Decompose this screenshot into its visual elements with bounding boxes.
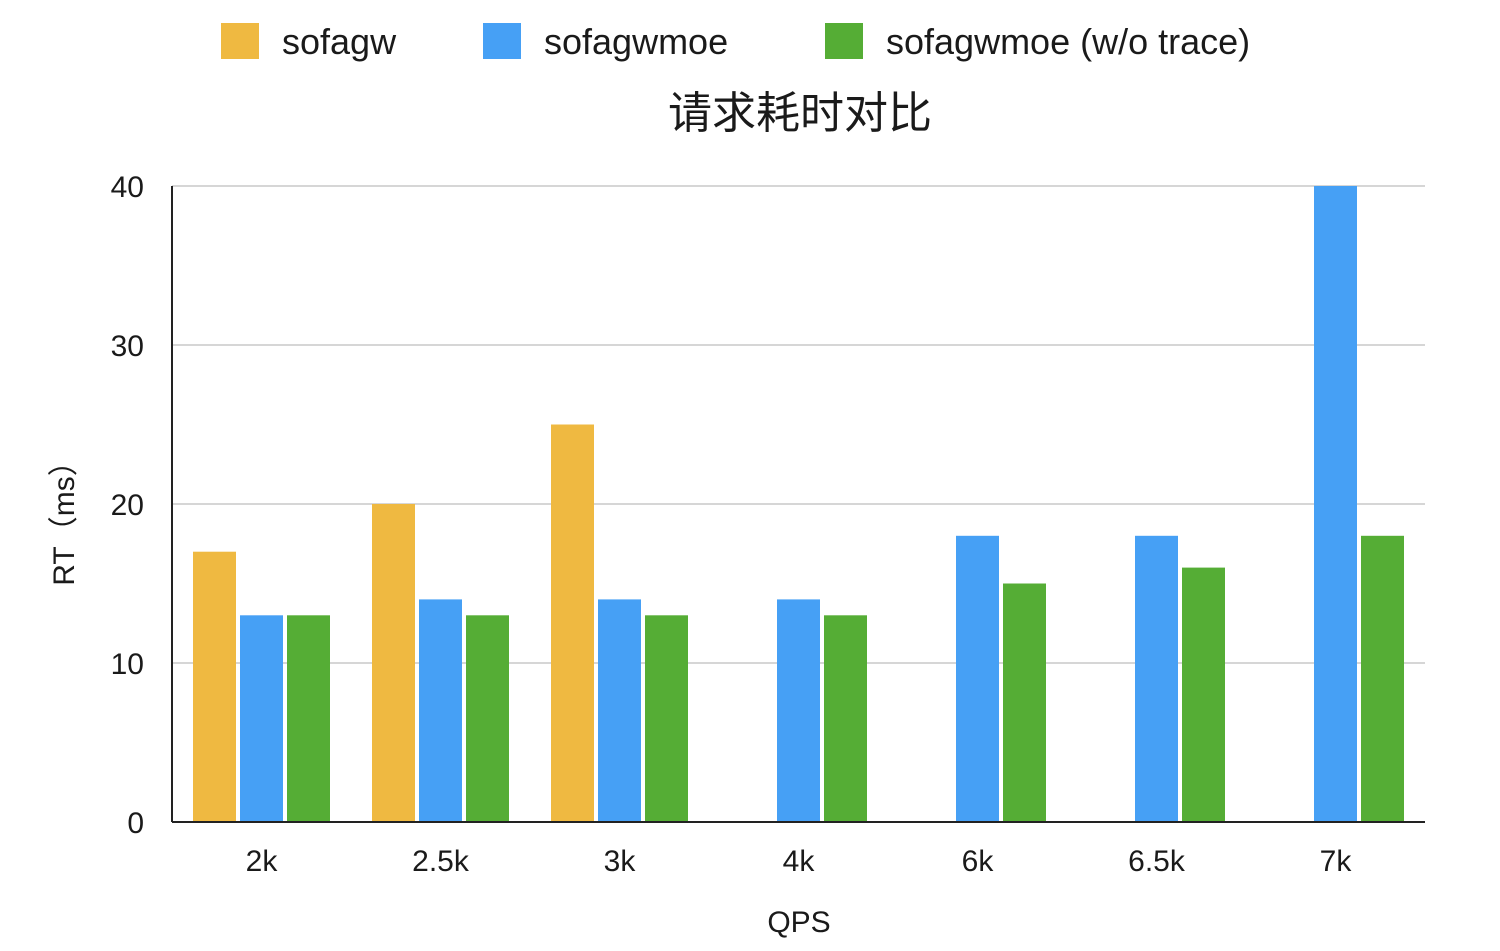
bar-sofagwmoe-w-o-trace-6k <box>1003 583 1046 822</box>
legend-swatch <box>221 23 259 59</box>
bar-sofagwmoe-3k <box>598 599 641 822</box>
chart-title: 请求耗时对比 <box>668 88 932 139</box>
bar-sofagwmoe-6.5k <box>1135 535 1178 822</box>
legend-label: sofagwmoe <box>544 21 728 62</box>
x-tick-label: 6k <box>962 845 995 878</box>
x-tick-label: 4k <box>783 845 816 878</box>
bar-sofagwmoe-2.5k <box>419 599 462 822</box>
axes <box>171 186 1425 823</box>
y-tick-label: 30 <box>111 330 144 363</box>
x-tick-label: 6.5k <box>1128 845 1186 878</box>
x-tick-label: 7k <box>1320 845 1353 878</box>
tick-labels: 0 10 20 30 40 2k 2.5k 3k 4k 6k 6.5k 7k <box>111 171 1353 878</box>
legend-label: sofagw <box>282 21 397 62</box>
y-tick-label: 40 <box>111 171 144 204</box>
bar-sofagwmoe-6k <box>956 535 999 822</box>
bar-sofagw-3k <box>551 424 594 822</box>
bar-sofagwmoe-w-o-trace-6.5k <box>1182 567 1225 822</box>
bar-sofagw-2k <box>193 551 236 822</box>
bar-sofagwmoe-4k <box>777 599 820 822</box>
y-tick-label: 10 <box>111 648 144 681</box>
bars <box>193 186 1404 822</box>
bar-sofagw-2.5k <box>372 504 415 822</box>
legend-swatch <box>825 23 863 59</box>
x-tick-label: 2k <box>246 845 279 878</box>
bar-sofagwmoe-w-o-trace-7k <box>1361 535 1404 822</box>
bar-sofagwmoe-w-o-trace-2.5k <box>466 615 509 822</box>
y-tick-label: 0 <box>127 807 144 840</box>
legend: sofagw sofagwmoe sofagwmoe (w/o trace) <box>221 21 1250 62</box>
legend-label: sofagwmoe (w/o trace) <box>886 21 1250 62</box>
y-tick-label: 20 <box>111 489 144 522</box>
bar-sofagwmoe-w-o-trace-2k <box>287 615 330 822</box>
x-tick-label: 2.5k <box>412 845 470 878</box>
bar-sofagwmoe-w-o-trace-4k <box>824 615 867 822</box>
bar-sofagwmoe-7k <box>1314 186 1357 822</box>
x-tick-label: 3k <box>604 845 637 878</box>
x-axis-title: QPS <box>767 906 830 939</box>
bar-sofagwmoe-w-o-trace-3k <box>645 615 688 822</box>
y-axis-title: RT（ms） <box>48 446 81 585</box>
legend-swatch <box>483 23 521 59</box>
bar-sofagwmoe-2k <box>240 615 283 822</box>
gridlines <box>172 185 1425 664</box>
